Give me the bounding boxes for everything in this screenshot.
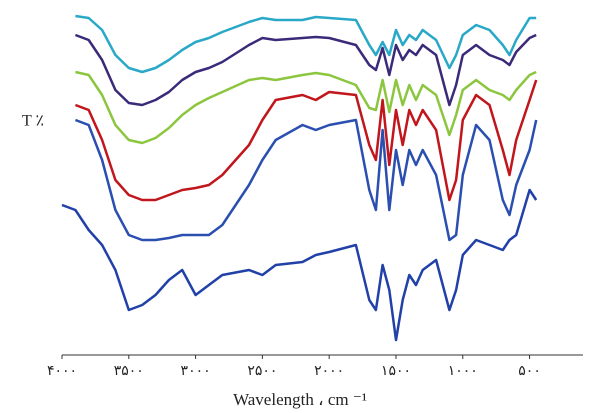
spectrum-line [74,79,538,202]
y-axis-label: T ٪ [22,113,44,130]
spectrum-line [61,188,538,342]
x-tick-label: ۲۰۰۰ [314,364,344,379]
spectrum-line [74,118,538,242]
spectrum-line [75,14,537,74]
spectrum-line [75,70,537,145]
x-tick-label: ۱۵۰۰ [381,364,411,379]
x-axis-label: Wavelength ، cm ⁻¹ [233,390,367,409]
x-tick-label: ۳۰۰۰ [181,364,211,379]
x-tick-label: ۱۰۰۰ [448,364,478,379]
x-tick-label: ۵۰۰ [518,364,541,379]
spectrum-line [74,33,537,107]
x-tick-label: ۳۵۰۰ [114,364,144,379]
x-tick-label: ۲۵۰۰ [247,364,277,379]
x-tick-label: ۴۰۰۰ [47,364,77,379]
